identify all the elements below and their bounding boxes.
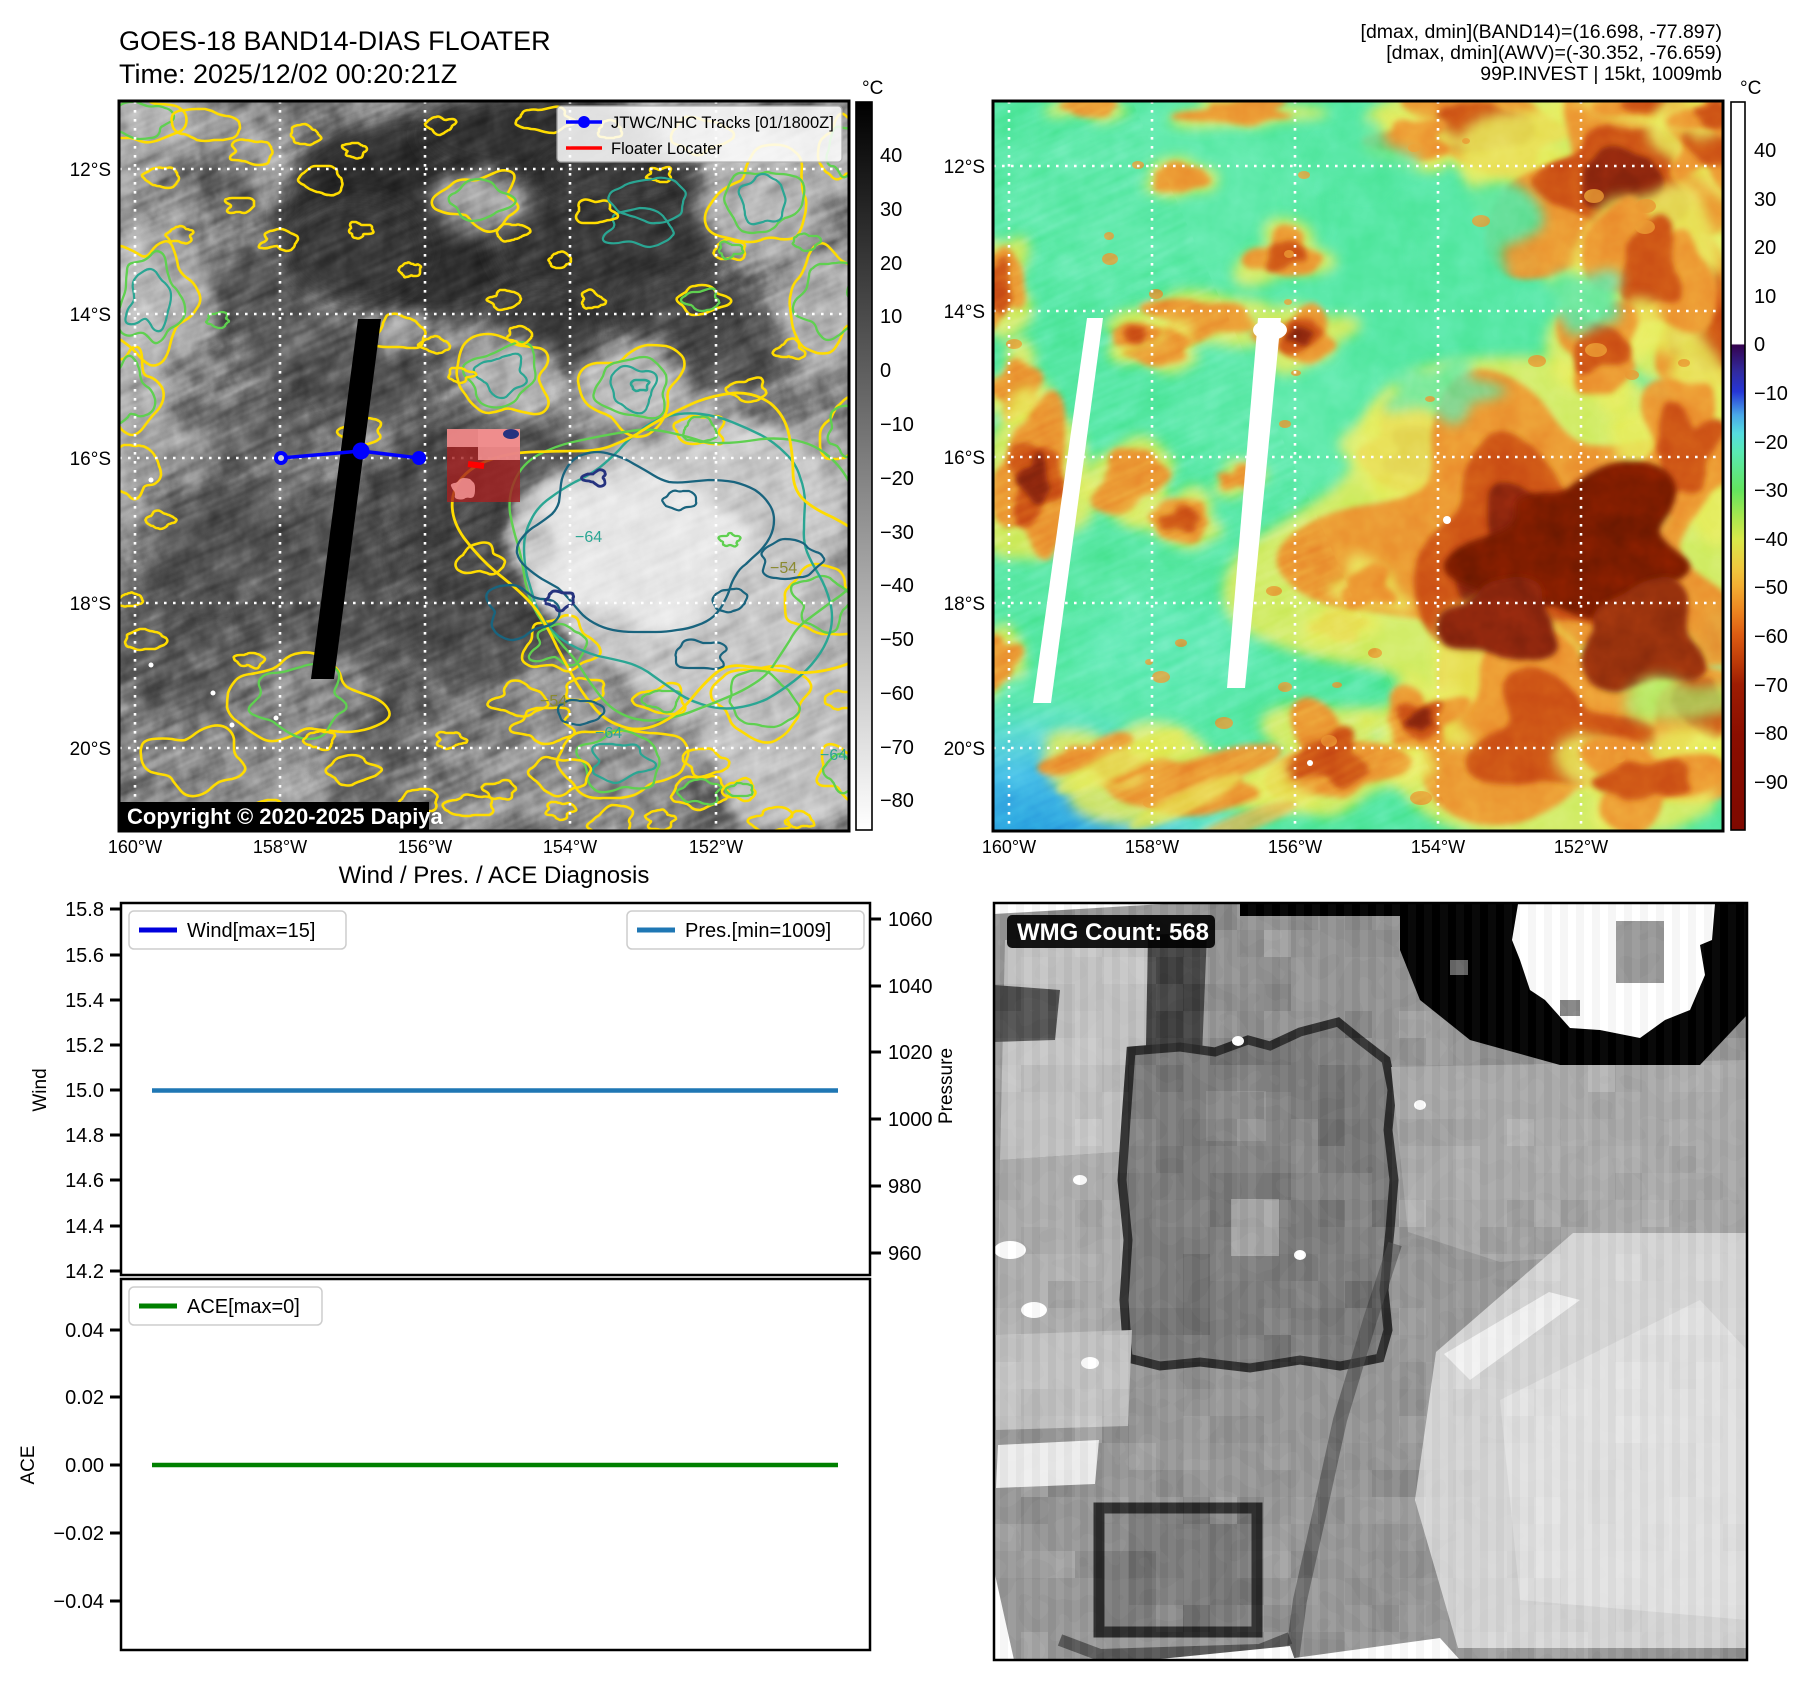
svg-text:40: 40 — [1754, 140, 1776, 162]
svg-text:154°W: 154°W — [543, 837, 597, 857]
svg-text:156°W: 156°W — [1268, 837, 1322, 857]
svg-text:−64: −64 — [820, 747, 847, 764]
svg-text:−0.04: −0.04 — [53, 1591, 104, 1613]
svg-text:158°W: 158°W — [253, 837, 307, 857]
svg-text:0: 0 — [1754, 334, 1765, 356]
svg-text:WMG Count: 568: WMG Count: 568 — [1017, 919, 1209, 946]
svg-text:0.02: 0.02 — [65, 1387, 104, 1409]
svg-text:Wind / Pres. / ACE Diagnosis: Wind / Pres. / ACE Diagnosis — [339, 862, 650, 889]
svg-text:0: 0 — [880, 360, 891, 382]
svg-text:Pressure: Pressure — [936, 1048, 957, 1124]
svg-text:18°S: 18°S — [944, 594, 985, 615]
svg-text:−40: −40 — [1754, 529, 1788, 551]
svg-text:16°S: 16°S — [944, 448, 985, 469]
svg-text:20°S: 20°S — [70, 739, 111, 760]
svg-text:−54: −54 — [770, 560, 797, 577]
svg-text:−64: −64 — [575, 529, 602, 546]
svg-text:20°S: 20°S — [944, 739, 985, 760]
svg-text:°C: °C — [1740, 78, 1761, 99]
svg-text:14.6: 14.6 — [65, 1170, 104, 1192]
svg-text:30: 30 — [1754, 189, 1776, 211]
svg-text:12°S: 12°S — [70, 160, 111, 181]
svg-text:14°S: 14°S — [70, 305, 111, 326]
svg-text:10: 10 — [1754, 286, 1776, 308]
svg-text:−10: −10 — [880, 414, 914, 436]
svg-text:Wind: Wind — [30, 1068, 51, 1111]
svg-text:[dmax, dmin](BAND14)=(16.698,: [dmax, dmin](BAND14)=(16.698, -77.897) — [1361, 21, 1722, 43]
svg-text:152°W: 152°W — [1554, 837, 1608, 857]
svg-text:1000: 1000 — [888, 1109, 933, 1131]
svg-text:−70: −70 — [1754, 675, 1788, 697]
svg-text:−90: −90 — [1754, 772, 1788, 794]
svg-text:960: 960 — [888, 1243, 921, 1265]
svg-text:−80: −80 — [880, 790, 914, 812]
svg-text:14°S: 14°S — [944, 302, 985, 323]
svg-text:154°W: 154°W — [1411, 837, 1465, 857]
svg-text:ACE[max=0]: ACE[max=0] — [187, 1296, 300, 1318]
svg-text:1060: 1060 — [888, 909, 933, 931]
svg-text:14.8: 14.8 — [65, 1125, 104, 1147]
svg-text:16°S: 16°S — [70, 449, 111, 470]
svg-text:−60: −60 — [1754, 626, 1788, 648]
svg-text:Wind[max=15]: Wind[max=15] — [187, 920, 315, 942]
svg-text:15.8: 15.8 — [65, 899, 104, 921]
svg-text:20: 20 — [1754, 237, 1776, 259]
svg-text:158°W: 158°W — [1125, 837, 1179, 857]
svg-text:1040: 1040 — [888, 976, 933, 998]
svg-text:JTWC/NHC Tracks [01/1800Z]: JTWC/NHC Tracks [01/1800Z] — [611, 114, 834, 132]
svg-text:−0.02: −0.02 — [53, 1523, 104, 1545]
svg-text:10: 10 — [880, 306, 902, 328]
svg-text:−20: −20 — [1754, 432, 1788, 454]
svg-text:Floater Locater: Floater Locater — [611, 140, 722, 158]
svg-text:−50: −50 — [1754, 577, 1788, 599]
svg-text:1020: 1020 — [888, 1042, 933, 1064]
svg-text:160°W: 160°W — [982, 837, 1036, 857]
svg-text:156°W: 156°W — [398, 837, 452, 857]
svg-text:Time: 2025/12/02 00:20:21Z: Time: 2025/12/02 00:20:21Z — [119, 59, 457, 89]
svg-text:30: 30 — [880, 199, 902, 221]
svg-text:−30: −30 — [880, 522, 914, 544]
svg-text:−30: −30 — [1754, 480, 1788, 502]
svg-text:GOES-18 BAND14-DIAS FLOATER: GOES-18 BAND14-DIAS FLOATER — [119, 26, 551, 56]
svg-text:Pres.[min=1009]: Pres.[min=1009] — [685, 920, 831, 942]
svg-text:15.6: 15.6 — [65, 945, 104, 967]
svg-text:152°W: 152°W — [689, 837, 743, 857]
svg-text:99P.INVEST | 15kt, 1009mb: 99P.INVEST | 15kt, 1009mb — [1480, 63, 1722, 85]
svg-text:−64: −64 — [595, 725, 622, 742]
svg-text:−70: −70 — [880, 737, 914, 759]
svg-text:−54: −54 — [540, 693, 567, 710]
svg-text:°C: °C — [862, 78, 883, 99]
svg-text:−20: −20 — [880, 468, 914, 490]
svg-text:0.04: 0.04 — [65, 1320, 104, 1342]
svg-text:15.2: 15.2 — [65, 1035, 104, 1057]
svg-text:Copyright © 2020-2025 Dapiya: Copyright © 2020-2025 Dapiya — [127, 804, 444, 829]
svg-text:−60: −60 — [880, 683, 914, 705]
svg-text:[dmax, dmin](AWV)=(-30.352, -7: [dmax, dmin](AWV)=(-30.352, -76.659) — [1386, 42, 1722, 64]
svg-text:14.4: 14.4 — [65, 1216, 104, 1238]
svg-text:40: 40 — [880, 145, 902, 167]
svg-text:12°S: 12°S — [944, 157, 985, 178]
svg-text:−80: −80 — [1754, 723, 1788, 745]
svg-text:160°W: 160°W — [108, 837, 162, 857]
svg-text:15.4: 15.4 — [65, 990, 104, 1012]
svg-text:−10: −10 — [1754, 383, 1788, 405]
svg-text:18°S: 18°S — [70, 594, 111, 615]
svg-text:−40: −40 — [880, 575, 914, 597]
svg-text:14.2: 14.2 — [65, 1261, 104, 1283]
svg-text:20: 20 — [880, 253, 902, 275]
svg-text:ACE: ACE — [18, 1445, 39, 1484]
svg-text:15.0: 15.0 — [65, 1080, 104, 1102]
svg-text:0.00: 0.00 — [65, 1455, 104, 1477]
svg-text:980: 980 — [888, 1176, 921, 1198]
svg-text:−50: −50 — [880, 629, 914, 651]
